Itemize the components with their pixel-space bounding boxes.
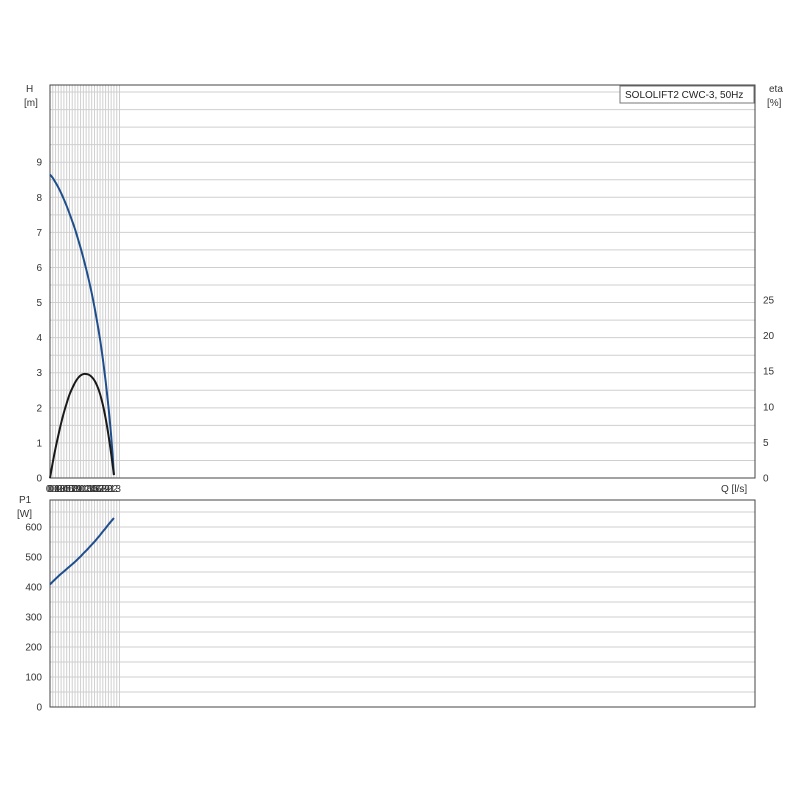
x-tick-label: 1.9 xyxy=(96,484,110,495)
x-tick-label: 0.6 xyxy=(60,484,74,495)
y2-tick-label: 20 xyxy=(763,331,775,342)
y2-tick-label: 10 xyxy=(763,402,775,413)
chart-title-box xyxy=(619,85,755,104)
y-tick-label: 7 xyxy=(36,228,42,239)
top-plot-frame xyxy=(49,84,756,479)
x-axis-label-q: Q [l/s] xyxy=(721,484,747,495)
chart-title: SOLOLIFT2 CWC-3, 50Hz xyxy=(625,90,743,101)
x-tick-label: 0 xyxy=(47,484,53,495)
y-tick-label: 5 xyxy=(36,298,42,309)
bottom-plot-grid xyxy=(50,500,755,707)
x-tick-label: 1.2 xyxy=(76,484,90,495)
x-tick-label: 0.8 xyxy=(65,484,79,495)
top-plot-series xyxy=(49,173,115,479)
p1-tick-label: 300 xyxy=(25,613,42,624)
x-tick-label: 0.7 xyxy=(63,484,77,495)
x-tick-label: 1.1 xyxy=(74,484,88,495)
x-tick-label: 0.3 xyxy=(51,484,65,495)
x-tick-label: 1.6 xyxy=(88,484,102,495)
y-axis-unit-h: [m] xyxy=(24,98,38,109)
y-axis-label-h: H xyxy=(26,84,33,95)
x-tick-label: 2.0 xyxy=(99,484,113,495)
p1-tick-label: 400 xyxy=(25,583,42,594)
x-tick-label: 1.3 xyxy=(79,484,93,495)
x-tick-label: 0.4 xyxy=(54,484,68,495)
series-line-p1 xyxy=(49,517,115,586)
x-tick-label: 1.4 xyxy=(82,484,96,495)
y-tick-label: 9 xyxy=(36,158,42,169)
y-tick-label: 8 xyxy=(36,193,42,204)
x-tick-label: 1.7 xyxy=(90,484,104,495)
x-tick-label: 2.1 xyxy=(101,484,115,495)
y2-tick-label: 15 xyxy=(763,367,775,378)
p1-tick-label: 100 xyxy=(25,673,42,684)
y2-tick-label: 25 xyxy=(763,296,775,307)
y-tick-label: 6 xyxy=(36,263,42,274)
bottom-plot-frame xyxy=(49,499,756,708)
x-tick-label: 0.1 xyxy=(46,484,60,495)
y-tick-label: 4 xyxy=(36,333,42,344)
series-line-eta xyxy=(49,372,115,479)
y-tick-label: 0 xyxy=(36,474,42,485)
y-axis-label-p1: P1 xyxy=(19,495,32,506)
y2-axis-unit-eta: [%] xyxy=(767,98,782,109)
x-tick-label: 1.0 xyxy=(71,484,85,495)
y-tick-label: 3 xyxy=(36,368,42,379)
y-tick-label: 2 xyxy=(36,403,42,414)
p1-tick-label: 600 xyxy=(25,523,42,534)
y2-axis-label-eta: eta xyxy=(769,84,783,95)
p1-tick-label: 0 xyxy=(36,703,42,714)
y-axis-unit-p1: [W] xyxy=(17,509,32,520)
x-tick-label: 0.5 xyxy=(57,484,71,495)
top-axis-tick-labels: 00.10.20.30.40.50.60.70.80.91.01.11.21.3… xyxy=(36,158,774,495)
series-line-h xyxy=(49,173,115,475)
x-tick-label: 0.9 xyxy=(68,484,82,495)
y-tick-label: 1 xyxy=(36,438,42,449)
x-tick-label: 2.3 xyxy=(107,484,121,495)
p1-tick-label: 500 xyxy=(25,553,42,564)
y2-tick-label: 5 xyxy=(763,438,769,449)
x-tick-label: 0.2 xyxy=(49,484,63,495)
bottom-axis-tick-labels: 0 100 200 300 400 500 600 xyxy=(25,523,42,714)
bottom-plot-series xyxy=(49,517,115,586)
x-tick-label: 2.2 xyxy=(104,484,118,495)
y2-tick-label: 0 xyxy=(763,474,769,485)
top-plot-grid xyxy=(50,85,755,478)
x-tick-label: 1.8 xyxy=(93,484,107,495)
p1-tick-label: 200 xyxy=(25,643,42,654)
x-tick-label: 1.5 xyxy=(85,484,99,495)
